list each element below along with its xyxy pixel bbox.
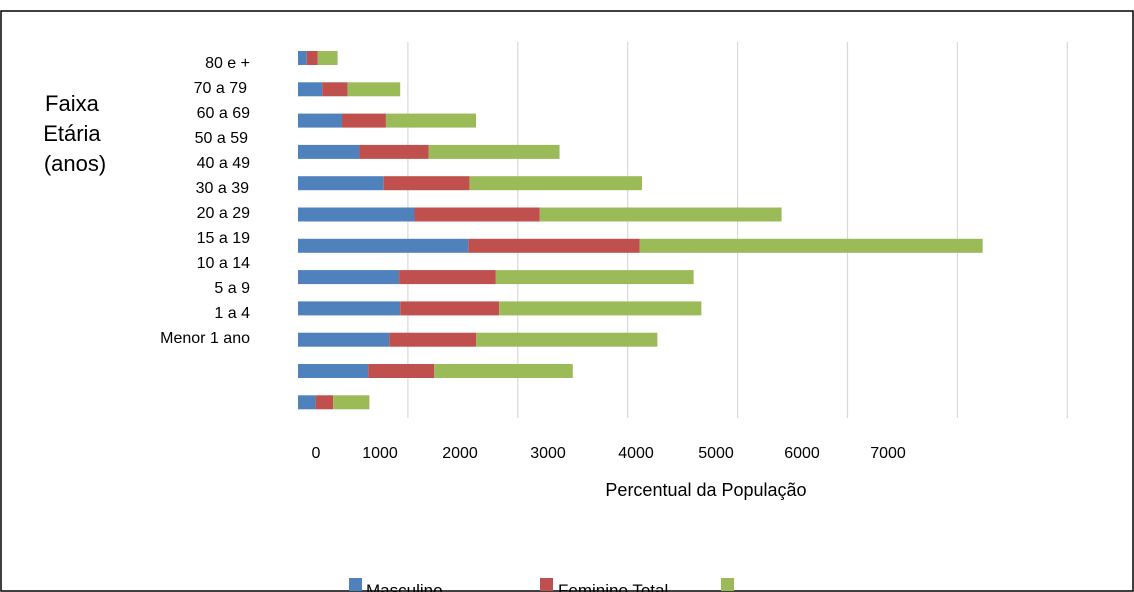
bar-total-11: [333, 395, 370, 410]
bar-total-4: [469, 176, 642, 191]
legend-swatch-feminino: [540, 578, 553, 591]
x-tick-label: 7000: [870, 445, 906, 462]
bar-total-6: [639, 238, 983, 253]
bar-feminino-7: [399, 270, 496, 285]
bar-feminino-3: [359, 144, 429, 159]
bar-total-3: [428, 144, 560, 159]
bar-total-7: [495, 270, 694, 285]
bar-total-10: [434, 364, 573, 378]
x-axis-title: Percentual da População: [605, 480, 806, 500]
category-label: 5 a 9: [214, 280, 250, 297]
bar-masculino-9: [298, 332, 390, 347]
category-label: 15 a 19: [197, 230, 250, 247]
bar-feminino-10: [368, 364, 435, 378]
legend-label: Feminino Total: [558, 581, 668, 592]
bar-feminino-0: [306, 51, 318, 65]
legend-swatch-masculino: [349, 578, 362, 591]
category-label: 60 a 69: [197, 105, 250, 122]
bar-masculino-4: [298, 176, 384, 191]
x-tick-label: 4000: [618, 445, 654, 462]
x-tick-label: 5000: [698, 445, 734, 462]
bar-masculino-5: [298, 207, 415, 222]
category-label: 80 e +: [205, 55, 250, 72]
bar-total-9: [476, 332, 658, 347]
bars: [298, 51, 983, 410]
bar-total-8: [499, 301, 702, 316]
bar-masculino-0: [298, 51, 307, 65]
bar-masculino-6: [298, 238, 469, 253]
legend-swatch-total: [721, 578, 734, 591]
bar-total-1: [347, 82, 401, 97]
bar-masculino-1: [298, 82, 323, 97]
x-tick-label: 0: [312, 445, 321, 462]
category-labels: 80 e + 70 a 79 60 a 69 50 a 59 40 a 49 30 a 3…: [160, 55, 250, 347]
category-label: 40 a 49: [197, 155, 250, 172]
x-tick-label: 2000: [442, 445, 478, 462]
y-axis-title: Faixa Etária (anos): [43, 91, 107, 176]
bar-masculino-11: [298, 395, 316, 410]
category-label: 1 a 4: [214, 305, 250, 322]
bar-masculino-2: [298, 113, 342, 128]
bar-feminino-6: [468, 238, 640, 253]
bar-total-5: [539, 207, 782, 222]
category-label: 50 a 59: [195, 130, 248, 147]
x-tick-label: 6000: [784, 445, 820, 462]
category-label: 20 a 29: [197, 205, 250, 222]
bar-feminino-9: [389, 332, 477, 347]
x-tick-label: 1000: [362, 445, 398, 462]
x-tick-labels: 0 1000 2000 3000 4000 5000 6000 7000: [312, 445, 906, 462]
bar-masculino-8: [298, 301, 401, 316]
bar-feminino-2: [341, 113, 386, 128]
legend: Masculino Feminino Total: [349, 578, 734, 592]
chart-border: [0, 10, 1134, 592]
category-label: Menor 1 ano: [160, 330, 250, 347]
bar-masculino-10: [298, 364, 369, 378]
bar-masculino-7: [298, 270, 400, 285]
gridlines: [407, 42, 1068, 418]
bar-feminino-4: [383, 176, 470, 191]
bar-feminino-5: [414, 207, 540, 222]
category-label: 70 a 79: [194, 80, 247, 97]
bar-total-0: [317, 51, 338, 65]
category-label: 30 a 39: [196, 180, 249, 197]
bar-feminino-8: [400, 301, 500, 316]
bar-feminino-1: [322, 82, 348, 97]
x-tick-label: 3000: [530, 445, 566, 462]
bar-feminino-11: [315, 395, 334, 410]
bar-masculino-3: [298, 144, 360, 159]
legend-label: Masculino: [366, 581, 443, 592]
bar-total-2: [385, 113, 477, 128]
category-label: 10 a 14: [197, 255, 250, 272]
